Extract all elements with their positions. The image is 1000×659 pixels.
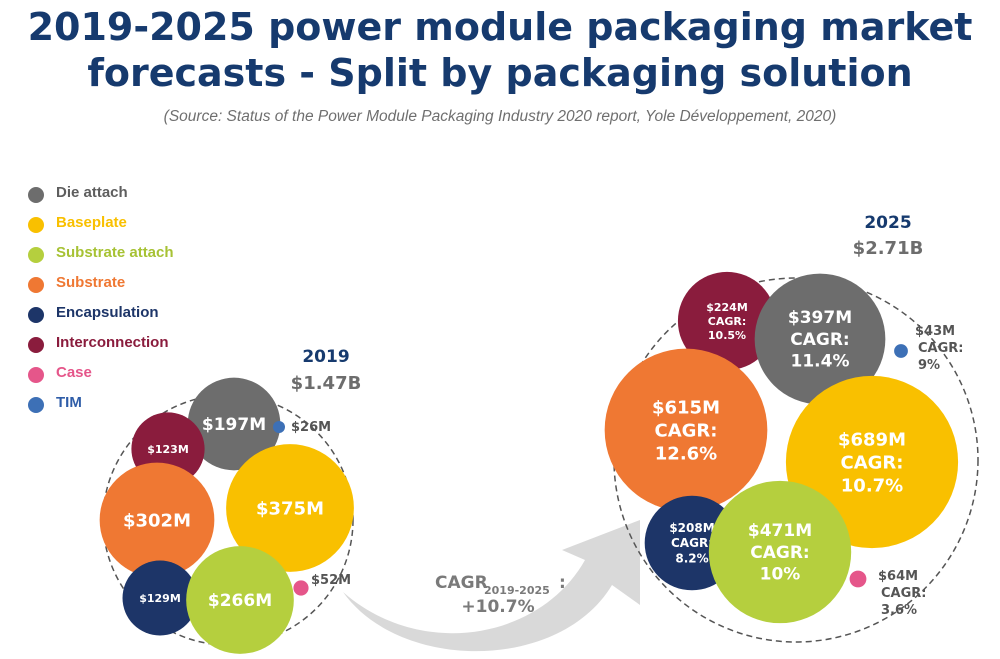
legend-label-case: Case xyxy=(56,364,92,381)
legend-dot-substrate-attach xyxy=(28,247,44,263)
label-cagr-value-encapsulation-y2025: 8.2% xyxy=(675,552,708,566)
label-cagr-die-attach-y2025: CAGR: xyxy=(790,330,849,350)
bubble-encapsulation-y2019 xyxy=(122,560,198,636)
legend-dot-case xyxy=(28,367,44,383)
label-value-substrate-y2025: $615M xyxy=(652,397,720,418)
label-cagr-value-case-y2025: 3.6% xyxy=(881,603,917,618)
label-value-encapsulation-y2019: $129M xyxy=(139,592,181,605)
label-cagr-encapsulation-y2025: CAGR: xyxy=(671,536,713,550)
bubble-case-y2025 xyxy=(849,570,867,588)
arrow-cagr-label: CAGR xyxy=(435,573,488,593)
legend-label-encapsulation: Encapsulation xyxy=(56,304,159,321)
bubble-baseplate-y2019 xyxy=(226,444,354,572)
legend-label-die-attach: Die attach xyxy=(56,184,128,201)
bubble-tim-y2019 xyxy=(273,421,285,433)
legend-dot-tim xyxy=(28,397,44,413)
bubble-interconnection-y2025 xyxy=(677,271,777,371)
label-value-case-y2025: $64M xyxy=(878,569,918,584)
legend-label-baseplate: Baseplate xyxy=(56,214,127,231)
label-cagr-value-baseplate-y2025: 10.7% xyxy=(841,475,903,496)
label-cagr-substrate-attach-y2025: CAGR: xyxy=(750,543,809,563)
legend-dot-baseplate xyxy=(28,217,44,233)
label-value-encapsulation-y2025: $208M xyxy=(669,521,714,535)
label-cagr-baseplate-y2025: CAGR: xyxy=(841,452,904,473)
label-cagr-tim-y2025: CAGR: xyxy=(918,341,963,356)
label-cagr-value-die-attach-y2025: 11.4% xyxy=(791,352,850,372)
label-value-baseplate-y2019: $375M xyxy=(256,498,324,519)
bubble-substrate-attach-y2019 xyxy=(186,546,294,654)
total-label-y2025: $2.71B xyxy=(853,238,924,259)
chart-title: 2019-2025 power module packaging market … xyxy=(0,4,1000,96)
legend-dot-substrate xyxy=(28,277,44,293)
legend-dot-encapsulation xyxy=(28,307,44,323)
legend-label-tim: TIM xyxy=(56,394,82,411)
bubble-substrate-attach-y2025 xyxy=(708,480,852,624)
arrow-cagr-value: +10.7% xyxy=(461,597,534,617)
arrow-cagr-period: 2019-2025 xyxy=(484,584,550,597)
chart-title-line-1: 2019-2025 power module packaging market xyxy=(27,5,973,49)
chart-title-line-2: forecasts - Split by packaging solution xyxy=(87,51,913,95)
bubble-substrate-y2019 xyxy=(99,462,215,578)
total-label-y2019: $1.47B xyxy=(291,373,362,394)
label-value-interconnection-y2025: $224M xyxy=(706,301,748,314)
label-value-interconnection-y2019: $123M xyxy=(147,443,189,456)
bubble-substrate-y2025 xyxy=(604,348,768,512)
bubble-die-attach-y2019 xyxy=(187,377,281,471)
label-value-tim-y2019: $26M xyxy=(291,420,331,435)
year-label-y2019: 2019 xyxy=(302,347,349,367)
label-value-die-attach-y2019: $197M xyxy=(202,415,266,435)
label-cagr-substrate-y2025: CAGR: xyxy=(655,420,718,441)
label-cagr-value-interconnection-y2025: 10.5% xyxy=(708,329,746,342)
label-value-die-attach-y2025: $397M xyxy=(788,308,852,328)
bubble-die-attach-y2025 xyxy=(754,273,886,405)
label-cagr-interconnection-y2025: CAGR: xyxy=(708,315,746,328)
label-value-substrate-attach-y2019: $266M xyxy=(208,591,272,611)
bubble-case-y2019 xyxy=(293,580,309,596)
legend-dot-die-attach xyxy=(28,187,44,203)
label-value-substrate-y2019: $302M xyxy=(123,510,191,531)
label-value-tim-y2025: $43M xyxy=(915,324,955,339)
year-label-y2025: 2025 xyxy=(864,213,911,233)
label-cagr-value-tim-y2025: 9% xyxy=(918,358,940,373)
growth-arrow xyxy=(343,520,640,652)
label-cagr-value-substrate-y2025: 12.6% xyxy=(655,443,717,464)
legend-label-interconnection: Interconnection xyxy=(56,334,169,351)
label-value-substrate-attach-y2025: $471M xyxy=(748,521,812,541)
legend-label-substrate-attach: Substrate attach xyxy=(56,244,174,261)
arrow-cagr-colon: : xyxy=(559,573,566,593)
legend-dot-interconnection xyxy=(28,337,44,353)
label-value-case-y2019: $52M xyxy=(311,573,351,588)
bubble-tim-y2025 xyxy=(894,344,908,358)
source-note: (Source: Status of the Power Module Pack… xyxy=(163,108,837,125)
legend-label-substrate: Substrate xyxy=(56,274,126,291)
label-cagr-case-y2025: CAGR: xyxy=(881,586,926,601)
label-cagr-value-substrate-attach-y2025: 10% xyxy=(760,565,801,585)
label-value-baseplate-y2025: $689M xyxy=(838,429,906,450)
